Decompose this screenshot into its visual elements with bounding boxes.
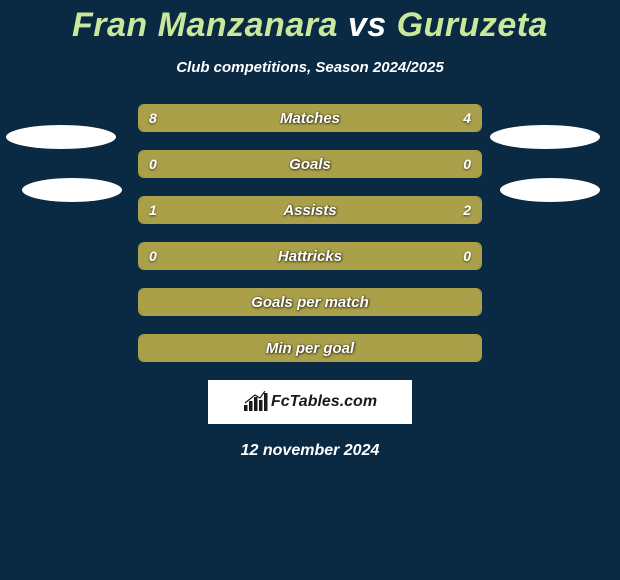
stat-row: 00Hattricks (138, 242, 482, 270)
stat-row: 00Goals (138, 150, 482, 178)
stat-row: 12Assists (138, 196, 482, 224)
stat-row: Min per goal (138, 334, 482, 362)
player2-name: Guruzeta (397, 6, 548, 44)
row-label: Assists (139, 197, 481, 223)
subtitle: Club competitions, Season 2024/2025 (0, 59, 620, 76)
row-label: Min per goal (139, 335, 481, 361)
page-title: Fran Manzanara vs Guruzeta (0, 0, 620, 45)
stat-row: Goals per match (138, 288, 482, 316)
bars-icon (243, 391, 269, 413)
player1-name: Fran Manzanara (72, 6, 338, 44)
comparison-chart: 84Matches 00Goals 12Assists 00Hattricks Goal… (0, 104, 620, 362)
row-label: Goals per match (139, 289, 481, 315)
date-label: 12 november 2024 (0, 442, 620, 460)
row-label: Goals (139, 151, 481, 177)
source-logo: FcTables.com (208, 380, 412, 424)
row-label: Hattricks (139, 243, 481, 269)
stat-row: 84Matches (138, 104, 482, 132)
vs-label: vs (348, 6, 387, 44)
logo-text: FcTables.com (271, 393, 377, 411)
row-label: Matches (139, 105, 481, 131)
